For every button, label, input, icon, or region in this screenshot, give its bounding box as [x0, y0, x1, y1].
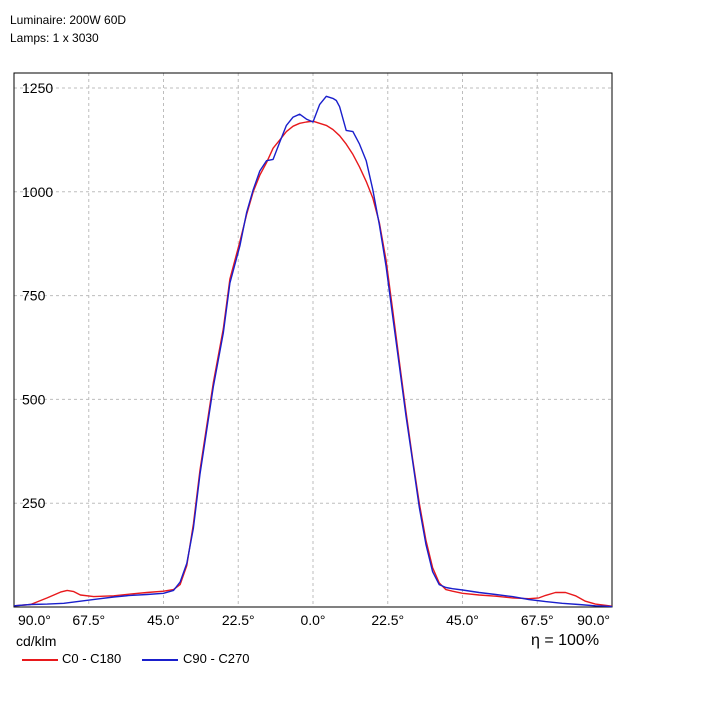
- y-tick-label: 1250: [22, 80, 53, 96]
- luminaire-label: Luminaire: 200W 60D: [10, 13, 127, 27]
- efficiency-label: η = 100%: [531, 632, 600, 649]
- x-tick-label: 22.5°: [371, 612, 404, 628]
- x-tick-label: 90.0°: [577, 612, 610, 628]
- x-tick-label: 90.0°: [18, 612, 51, 628]
- legend-label-c90-c270: C90 - C270: [183, 651, 250, 666]
- lamps-label: Lamps: 1 x 3030: [10, 31, 99, 45]
- series-line-c0-c180: [13, 120, 613, 607]
- legend-swatch-c0-c180: [22, 659, 58, 661]
- x-tick-label: 45.0°: [446, 612, 479, 628]
- x-tick-label: 45.0°: [147, 612, 180, 628]
- y-tick-label: 1000: [22, 184, 53, 200]
- grid: [14, 73, 612, 607]
- series-lines: [13, 95, 613, 608]
- x-tick-label: 67.5°: [72, 612, 105, 628]
- y-tick-label: 500: [22, 391, 46, 407]
- unit-label: cd/klm: [16, 633, 57, 649]
- x-tick-label: 0.0°: [300, 612, 325, 628]
- x-tick-labels: 90.0° 67.5° 45.0° 22.5° 0.0° 22.5° 45.0° 67.5° 9…: [18, 612, 610, 628]
- series-line-c90-c270: [13, 95, 613, 608]
- y-tick-label: 250: [22, 495, 46, 511]
- legend-label-c0-c180: C0 - C180: [62, 651, 122, 666]
- x-tick-label: 22.5°: [222, 612, 255, 628]
- y-tick-labels: 250 500 750 1000 1250: [22, 80, 53, 511]
- plot-frame: [13, 72, 613, 608]
- legend-swatch-c90-c270: [142, 659, 178, 661]
- y-tick-label: 750: [22, 288, 46, 304]
- x-tick-label: 67.5°: [521, 612, 554, 628]
